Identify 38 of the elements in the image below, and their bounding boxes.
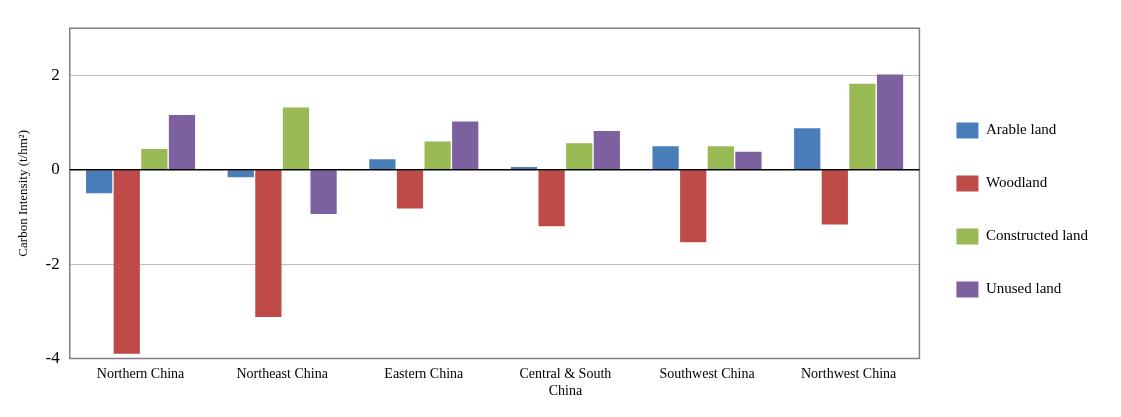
x-tick-label: Northeast China bbox=[236, 366, 329, 382]
bar bbox=[227, 170, 254, 178]
y-tick-label: -4 bbox=[45, 347, 61, 367]
x-tick-label: Central & South China bbox=[519, 366, 612, 399]
x-tick-label: Northwest China bbox=[801, 366, 898, 382]
y-tick-label: 2 bbox=[51, 64, 60, 84]
bar bbox=[282, 107, 310, 170]
bar bbox=[369, 159, 396, 170]
bar bbox=[310, 170, 337, 215]
bar bbox=[538, 170, 565, 227]
legend-label: Arable land bbox=[985, 121, 1057, 138]
x-tick-label: Southwest China bbox=[659, 366, 756, 382]
bar bbox=[794, 128, 821, 170]
bar bbox=[396, 170, 424, 209]
bar bbox=[735, 151, 762, 170]
bar bbox=[593, 131, 620, 170]
bar bbox=[821, 170, 848, 225]
y-tick-label: 0 bbox=[51, 159, 60, 179]
y-axis-title: Carbon Intensity (t/hm²) bbox=[15, 129, 31, 257]
bar bbox=[255, 170, 282, 317]
bar bbox=[680, 170, 707, 243]
bar bbox=[424, 141, 451, 170]
bar bbox=[849, 83, 876, 170]
bar bbox=[86, 170, 113, 194]
x-tick-label: Eastern China bbox=[384, 366, 465, 382]
bar bbox=[652, 146, 679, 170]
bar bbox=[168, 115, 196, 170]
bar bbox=[113, 170, 140, 354]
legend-label: Constructed land bbox=[985, 227, 1089, 244]
bar bbox=[876, 74, 904, 170]
legend-label: Unused land bbox=[985, 280, 1062, 297]
bar bbox=[707, 146, 734, 170]
y-tick-label: -2 bbox=[45, 253, 60, 273]
x-tick-label: Northern China bbox=[96, 366, 186, 382]
bar bbox=[452, 121, 479, 170]
bar bbox=[141, 148, 168, 170]
legend-label: Woodland bbox=[985, 174, 1048, 191]
bar bbox=[566, 143, 593, 170]
